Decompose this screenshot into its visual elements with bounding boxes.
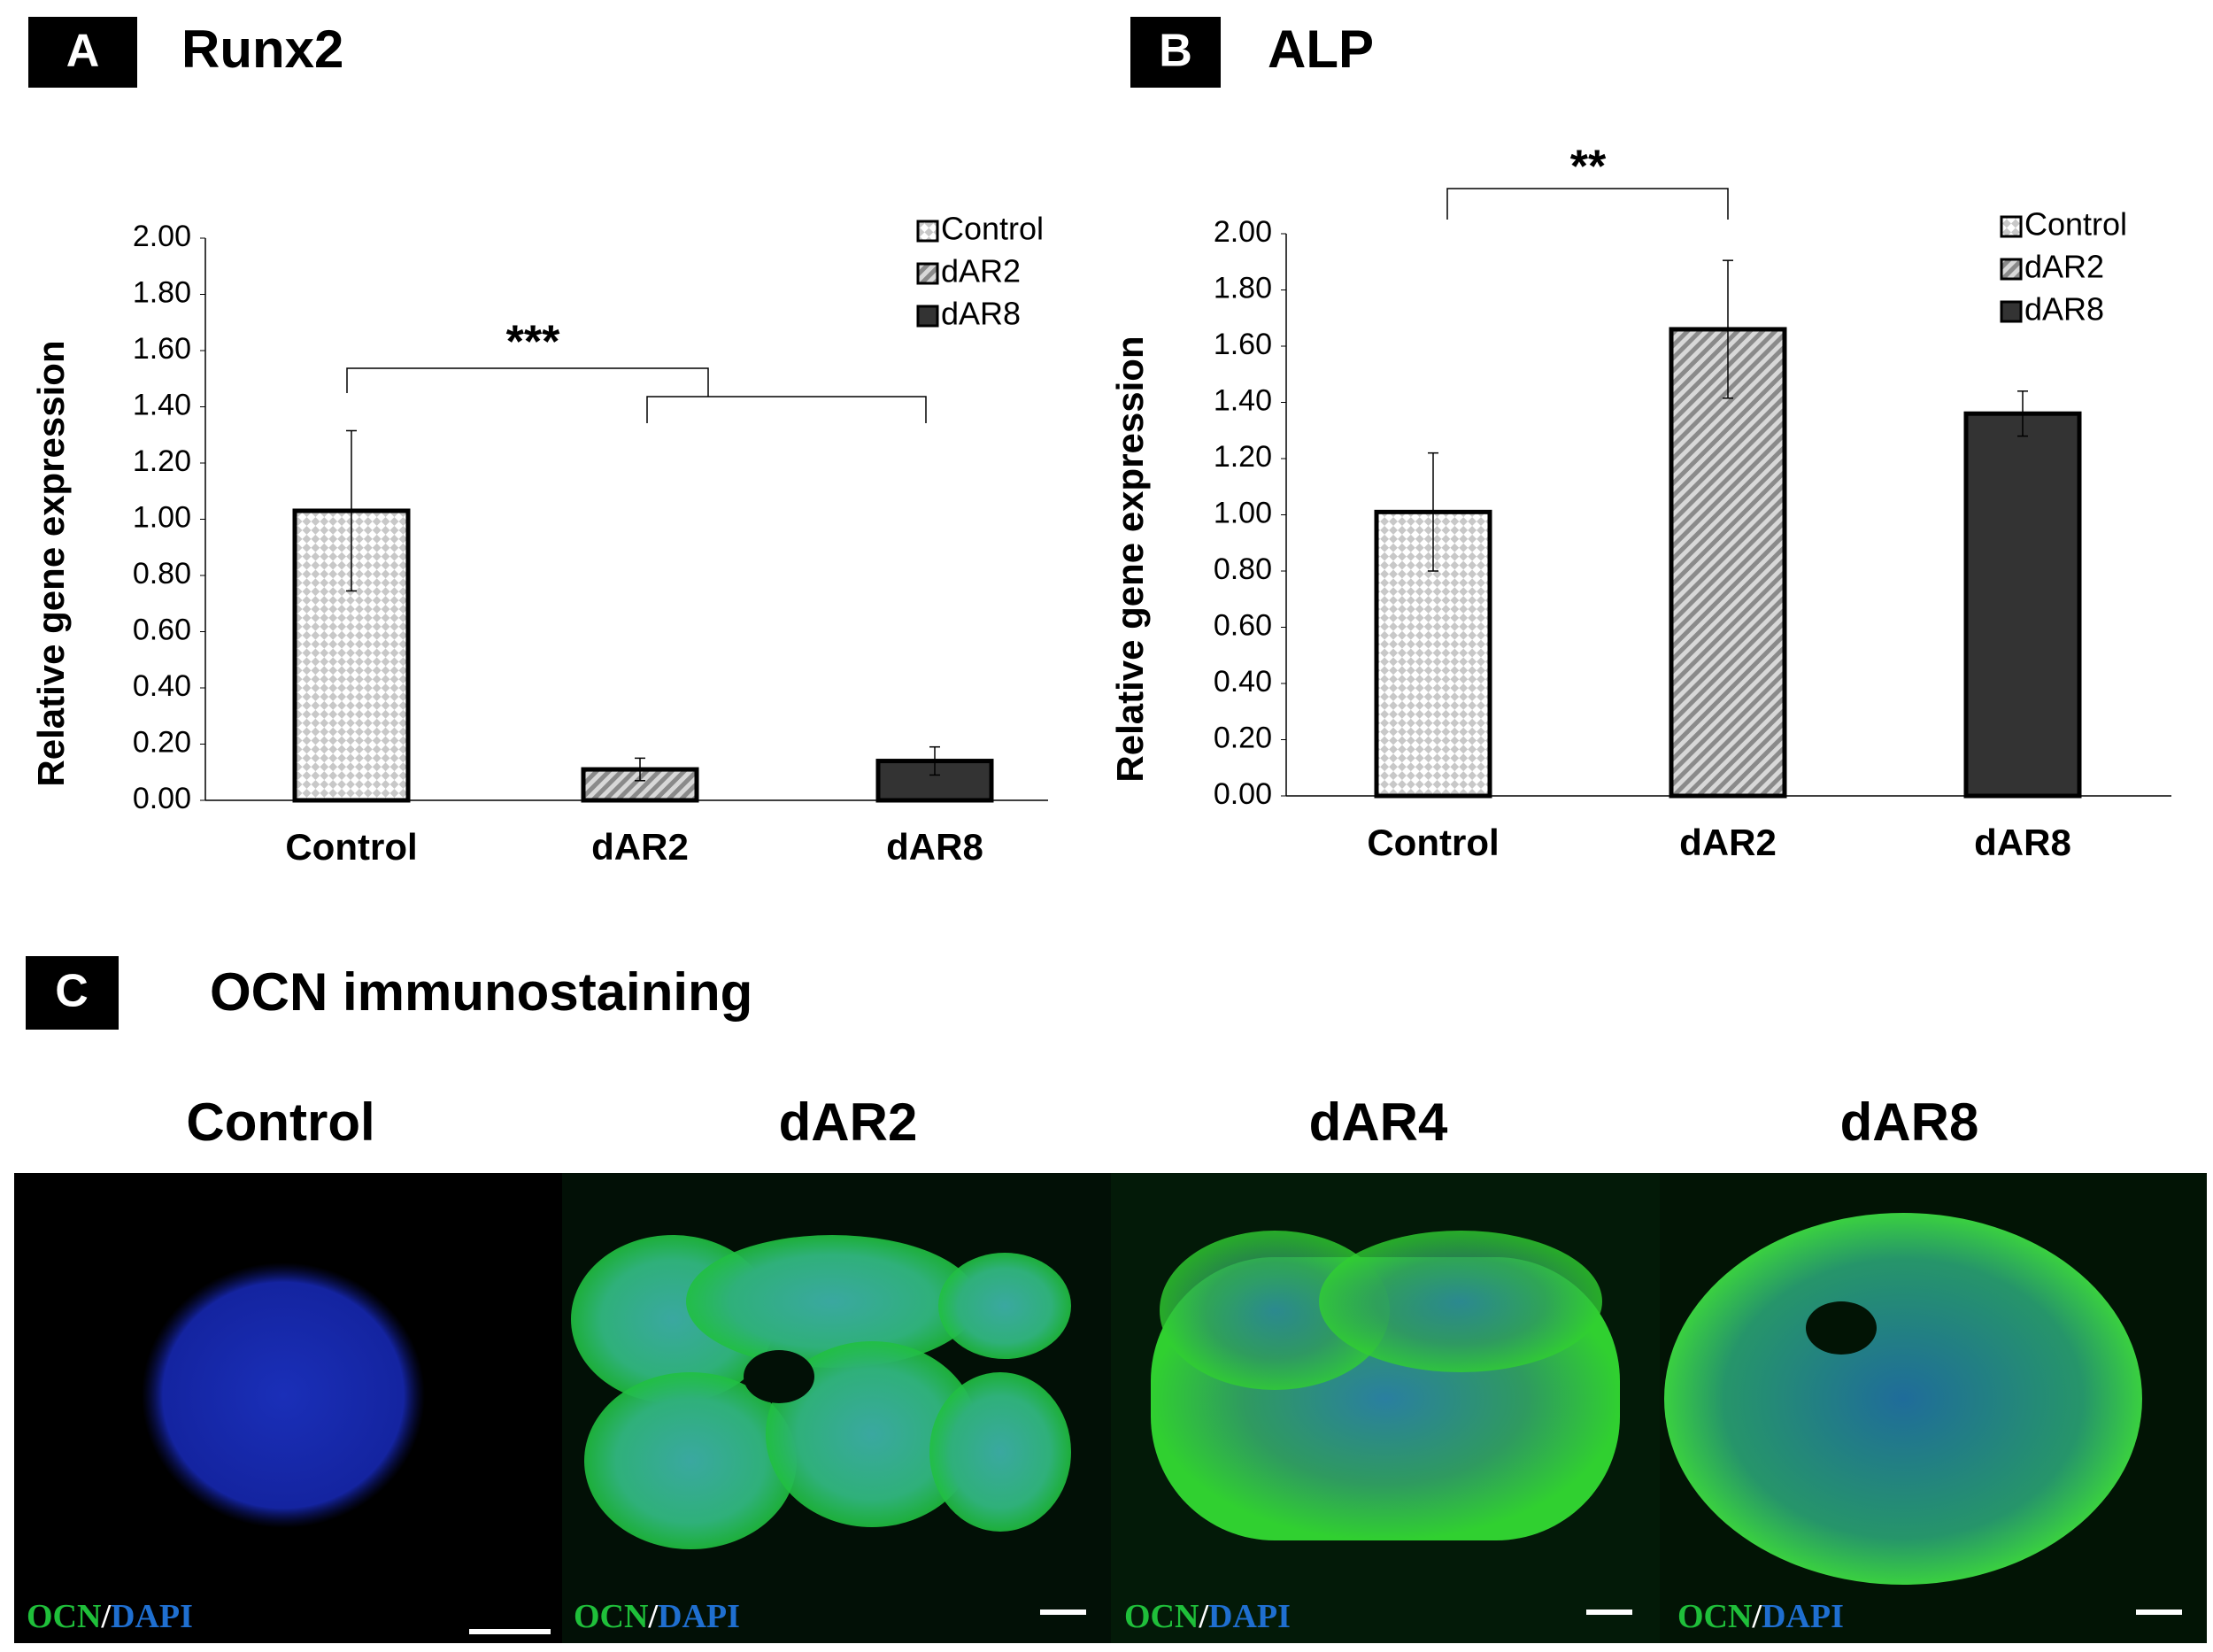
panel-letter: B xyxy=(1159,26,1192,77)
y-tick-label: 0.00 xyxy=(133,782,191,815)
stain-part: OCN xyxy=(27,1598,101,1635)
stain-label: OCN/DAPI xyxy=(574,1598,740,1635)
y-tick-label: 0.80 xyxy=(1214,552,1272,586)
error-bar xyxy=(1428,452,1438,572)
y-tick-label: 1.80 xyxy=(1214,271,1272,305)
image-title: dAR8 xyxy=(1840,1092,1979,1152)
legend-label: dAR8 xyxy=(941,296,1021,332)
panel-letter: A xyxy=(66,26,100,77)
y-axis-label: Relative gene expression xyxy=(1109,336,1151,782)
bar xyxy=(1669,327,1787,799)
significance-bracket xyxy=(646,396,927,423)
x-tick-label: dAR8 xyxy=(886,826,983,868)
y-tick-label: 0.20 xyxy=(1214,721,1272,754)
error-bar xyxy=(1723,259,1733,399)
y-tick-label: 1.20 xyxy=(133,444,191,478)
y-tick-label: 0.00 xyxy=(1214,777,1272,811)
y-tick-label: 1.60 xyxy=(1214,328,1272,361)
bar xyxy=(1963,411,2082,799)
legend-label: Control xyxy=(941,211,1044,247)
x-tick-label: Control xyxy=(285,826,417,868)
stain-part: / xyxy=(647,1598,658,1635)
y-tick-label: 0.80 xyxy=(133,557,191,591)
spheroid xyxy=(1151,1231,1620,1540)
chart-title: Runx2 xyxy=(181,19,343,79)
stain-part: OCN xyxy=(574,1598,648,1635)
micrographs xyxy=(14,1173,2207,1643)
y-tick-label: 1.00 xyxy=(1214,496,1272,529)
error-bar xyxy=(346,429,357,592)
panel-letter: C xyxy=(55,966,89,1017)
stain-part: / xyxy=(1751,1598,1762,1635)
error-bar xyxy=(2017,390,2028,437)
significance-bracket xyxy=(346,367,709,397)
chart-title: ALP xyxy=(1268,19,1374,79)
legend-label: dAR8 xyxy=(2024,291,2104,328)
stain-label: OCN/DAPI xyxy=(1677,1598,1844,1635)
stain-label: OCN/DAPI xyxy=(1124,1598,1291,1635)
scale-bar xyxy=(2136,1610,2182,1615)
x-tick-label: dAR8 xyxy=(1974,822,2071,863)
scale-bar xyxy=(1040,1610,1086,1615)
panel-box xyxy=(28,17,137,88)
scale-bar xyxy=(469,1629,551,1634)
image-title: Control xyxy=(186,1092,374,1152)
legend-label: dAR2 xyxy=(941,253,1021,289)
y-tick-label: 1.60 xyxy=(133,332,191,366)
legend-label: dAR2 xyxy=(2024,249,2104,285)
stain-part: OCN xyxy=(1677,1598,1752,1635)
y-tick-label: 0.60 xyxy=(133,613,191,646)
panel-title: OCN immunostaining xyxy=(210,962,752,1022)
panel-box xyxy=(1130,17,1221,88)
y-tick-label: 2.00 xyxy=(1214,215,1272,249)
x-tick-label: Control xyxy=(1367,822,1499,863)
y-tick-label: 2.00 xyxy=(133,220,191,253)
scale-bar xyxy=(1586,1610,1632,1615)
y-tick-label: 1.80 xyxy=(133,275,191,309)
stain-part: / xyxy=(100,1598,111,1635)
x-tick-label: dAR2 xyxy=(1679,822,1777,863)
error-bar xyxy=(929,745,940,776)
y-tick-label: 1.40 xyxy=(1214,383,1272,417)
legend-swatch xyxy=(916,262,939,285)
legend-swatch xyxy=(916,220,939,243)
stain-label: OCN/DAPI xyxy=(27,1598,193,1635)
spheroid xyxy=(142,1262,425,1528)
y-tick-label: 0.20 xyxy=(133,725,191,759)
significance-label: ** xyxy=(1570,142,1607,193)
spheroid xyxy=(571,1235,1071,1549)
stain-part: DAPI xyxy=(111,1598,193,1635)
y-tick-label: 1.40 xyxy=(133,388,191,421)
panel-box xyxy=(26,956,119,1030)
legend-swatch xyxy=(916,305,939,328)
stain-part: DAPI xyxy=(1208,1598,1291,1635)
spheroid xyxy=(1664,1213,2142,1585)
image-title: dAR4 xyxy=(1309,1092,1448,1152)
stain-part: DAPI xyxy=(1762,1598,1844,1635)
legend-label: Control xyxy=(2024,206,2127,243)
y-tick-label: 0.40 xyxy=(1214,665,1272,699)
y-tick-label: 1.20 xyxy=(1214,440,1272,474)
stain-part: / xyxy=(1198,1598,1208,1635)
legend-swatch xyxy=(2000,300,2023,323)
significance-label: *** xyxy=(506,317,560,368)
y-tick-label: 0.60 xyxy=(1214,608,1272,642)
y-tick-label: 1.00 xyxy=(133,500,191,534)
stain-part: DAPI xyxy=(658,1598,740,1635)
y-axis-label: Relative gene expression xyxy=(30,340,72,786)
legend-swatch xyxy=(2000,215,2023,238)
error-bar xyxy=(635,757,645,782)
y-tick-label: 0.40 xyxy=(133,669,191,703)
significance-bracket xyxy=(1446,188,1729,220)
image-title: dAR2 xyxy=(779,1092,918,1152)
x-tick-label: dAR2 xyxy=(591,826,689,868)
legend-swatch xyxy=(2000,258,2023,281)
stain-part: OCN xyxy=(1124,1598,1199,1635)
